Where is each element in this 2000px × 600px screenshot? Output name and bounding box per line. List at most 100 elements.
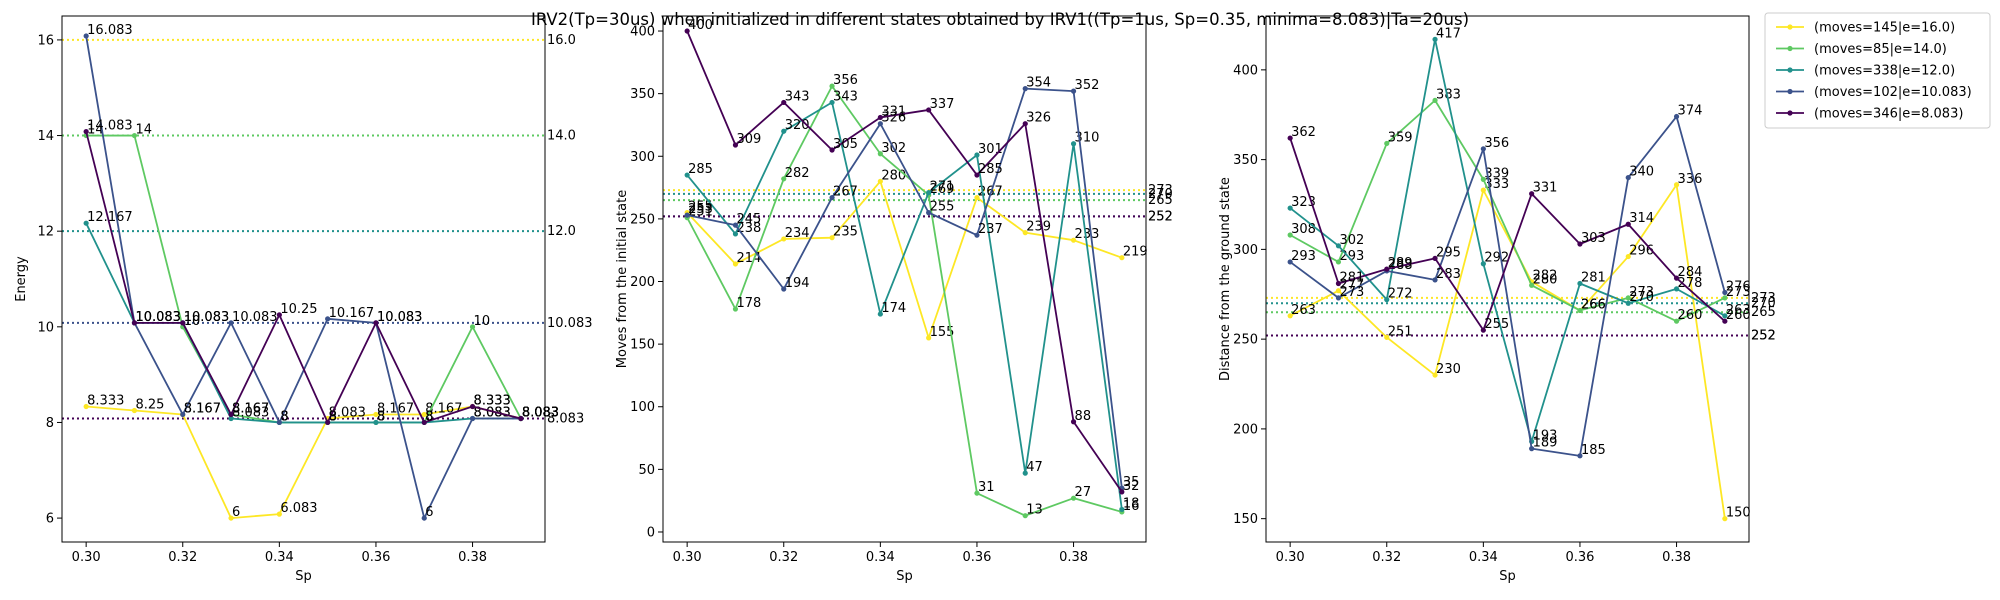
series-line xyxy=(686,180,1123,339)
y-tick-label: 350 xyxy=(630,87,655,102)
y-tick-label: 12 xyxy=(37,225,54,240)
data-label: 8.167 xyxy=(184,401,221,416)
data-point xyxy=(325,316,331,322)
y-tick-label: 300 xyxy=(1233,243,1258,258)
data-point xyxy=(829,147,835,153)
x-tick-label: 0.36 xyxy=(361,550,390,565)
data-label: 282 xyxy=(785,166,810,181)
data-point xyxy=(1070,141,1077,147)
data-point xyxy=(1335,295,1342,301)
series-line xyxy=(1289,38,1726,443)
data-point xyxy=(1722,295,1728,301)
data-label: 6.083 xyxy=(280,501,317,516)
data-label: 273 xyxy=(1629,285,1654,300)
data-label: 8 xyxy=(329,409,337,424)
data-point xyxy=(1070,237,1077,243)
legend-label: (moves=338|e=12.0) xyxy=(1814,64,1955,79)
y-tick-label: 150 xyxy=(1233,512,1258,527)
data-label: 292 xyxy=(1484,251,1509,266)
data-label: 340 xyxy=(1629,165,1654,180)
reference-line-label: 14.0 xyxy=(547,129,576,144)
data-label: 8 xyxy=(377,409,385,424)
data-point xyxy=(469,324,476,330)
data-point xyxy=(325,419,331,426)
data-label: 219 xyxy=(1123,245,1148,260)
data-label: 239 xyxy=(1026,220,1051,235)
data-label: 235 xyxy=(833,225,858,240)
data-point xyxy=(1287,259,1293,265)
data-point xyxy=(829,194,835,201)
data-point xyxy=(1722,318,1728,324)
data-point xyxy=(1070,495,1077,501)
data-label: 238 xyxy=(736,221,761,236)
data-point xyxy=(1022,121,1028,127)
data-label: 296 xyxy=(1629,244,1654,259)
data-label: 185 xyxy=(1581,443,1606,458)
data-point xyxy=(1480,187,1486,193)
data-point xyxy=(1722,516,1728,522)
data-point xyxy=(732,306,739,312)
legend-item: (moves=85|e=14.0) xyxy=(1776,42,1947,57)
legend-swatch-marker xyxy=(1787,45,1793,52)
data-point xyxy=(228,515,234,521)
data-label: 383 xyxy=(1436,87,1461,102)
x-tick-label: 0.34 xyxy=(866,550,895,565)
data-label: 400 xyxy=(688,18,713,33)
data-point xyxy=(180,411,186,418)
data-label: 8 xyxy=(377,409,385,424)
data-label: 8.167 xyxy=(232,401,269,416)
data-point xyxy=(1022,230,1028,236)
data-point xyxy=(469,415,476,422)
data-point xyxy=(1384,140,1390,147)
data-label: 8.083 xyxy=(232,405,269,420)
reference-line-label: 273 xyxy=(1148,183,1173,198)
x-tick-label: 0.32 xyxy=(168,550,197,565)
legend-frame xyxy=(1764,12,1991,129)
x-tick-label: 0.34 xyxy=(265,550,294,565)
x-tick-label: 0.36 xyxy=(1565,550,1594,565)
y-tick-label: 150 xyxy=(630,338,655,353)
legend-swatch-marker xyxy=(1787,67,1793,73)
x-axis-label: Sp xyxy=(295,569,312,584)
y-tick-label: 400 xyxy=(1233,63,1258,78)
data-label: 281 xyxy=(1581,270,1606,285)
y-tick-label: 250 xyxy=(630,212,655,227)
data-point xyxy=(1335,259,1342,265)
data-point xyxy=(1432,277,1438,283)
data-label: 266 xyxy=(1581,297,1606,312)
data-point xyxy=(684,212,690,218)
reference-line-label: 265 xyxy=(1751,305,1776,320)
data-label: 8 xyxy=(329,409,337,424)
data-point xyxy=(926,210,932,216)
data-label: 10.25 xyxy=(280,302,317,317)
data-label: 8.083 xyxy=(522,405,559,420)
x-tick-label: 0.38 xyxy=(1662,550,1691,565)
y-tick-label: 200 xyxy=(630,275,655,290)
data-label: 8.083 xyxy=(522,405,559,420)
data-point xyxy=(1384,297,1390,303)
data-label: 6 xyxy=(425,505,433,520)
data-point xyxy=(180,320,186,326)
y-tick-label: 350 xyxy=(1233,153,1258,168)
data-label: 234 xyxy=(785,226,810,241)
data-point xyxy=(926,107,932,113)
data-point xyxy=(1480,176,1486,182)
data-label: 8 xyxy=(280,409,288,424)
data-point xyxy=(974,194,980,201)
data-point xyxy=(732,231,739,237)
data-point xyxy=(469,403,476,410)
data-label: 272 xyxy=(1388,287,1413,302)
data-label: 255 xyxy=(930,200,955,215)
data-point xyxy=(1722,289,1728,296)
figure-title: IRV2(Tp=30us) when initialized in differ… xyxy=(531,10,1469,29)
chart-panels: 16.0 14.0 12.0 10.083 8.083 8.333 8.25 8.167 6 6.… xyxy=(14,15,1776,584)
data-label: 12.167 xyxy=(87,210,132,225)
data-label: 10.083 xyxy=(135,310,181,325)
data-point xyxy=(781,286,787,292)
data-label: 281 xyxy=(1339,270,1364,285)
data-label: 8.167 xyxy=(377,401,414,416)
reference-line-label: 10.083 xyxy=(547,316,593,331)
data-label: 47 xyxy=(1026,460,1043,475)
data-label: 8 xyxy=(280,409,288,424)
